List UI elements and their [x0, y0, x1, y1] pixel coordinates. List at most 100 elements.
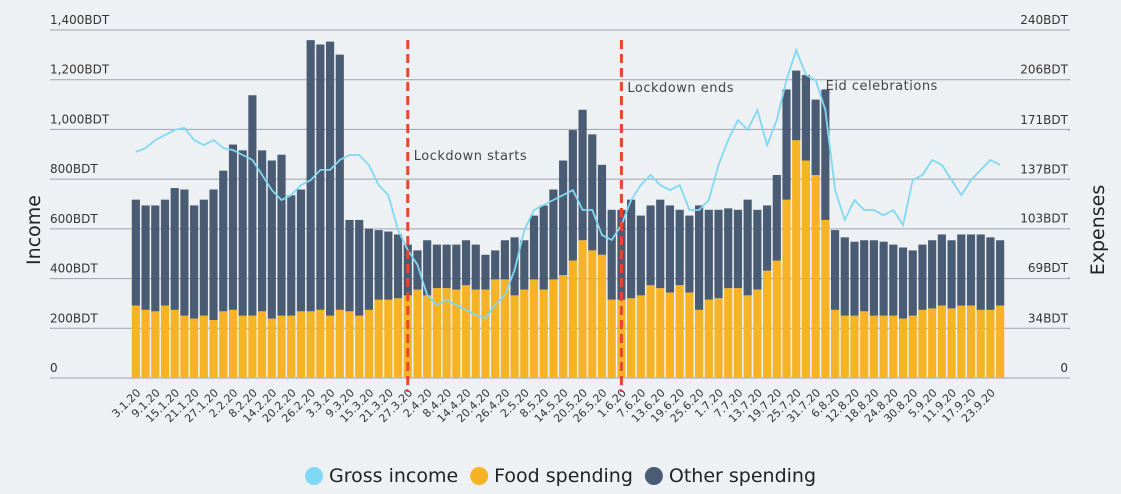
bar [238, 315, 247, 378]
bar [928, 308, 937, 378]
bar [976, 309, 985, 378]
bar [966, 234, 976, 306]
bar [413, 250, 422, 290]
bar [219, 311, 228, 378]
bar [996, 305, 1005, 378]
bar [423, 295, 432, 378]
bar [607, 299, 616, 378]
bar [724, 288, 733, 378]
bar [393, 298, 403, 378]
bar [520, 289, 529, 378]
bar [296, 311, 306, 378]
legend-marker [470, 467, 489, 485]
bar [529, 279, 539, 378]
bar [801, 74, 811, 161]
bar [695, 309, 704, 378]
bar [461, 285, 471, 378]
bar [452, 244, 461, 290]
bar [500, 240, 509, 280]
bar [423, 240, 432, 296]
bar [996, 240, 1005, 306]
bar [869, 240, 878, 316]
bar [821, 89, 830, 220]
bar [772, 175, 781, 261]
bar [860, 240, 869, 312]
bar [160, 305, 170, 378]
bar [704, 209, 713, 300]
bar [743, 295, 752, 378]
bar [131, 199, 140, 306]
y-tick-label: 0 [50, 361, 58, 375]
y-tick-label: 600BDT [50, 212, 98, 226]
bar [180, 315, 189, 378]
bar [160, 199, 170, 306]
bar [568, 130, 577, 261]
bar [840, 315, 849, 378]
line [135, 47, 1001, 320]
bar [743, 199, 752, 296]
y-tick-label: 400BDT [50, 262, 98, 276]
bar [277, 154, 286, 316]
bar [908, 315, 917, 378]
bar [228, 309, 238, 378]
bar [442, 244, 451, 289]
bar [180, 189, 189, 316]
y-tick-label: 1,000BDT [50, 112, 110, 126]
bar [131, 305, 140, 378]
y2-tick-label: 34BDT [1028, 312, 1069, 326]
bar [141, 205, 150, 310]
bar [918, 244, 927, 310]
bar [287, 195, 296, 316]
bar [151, 205, 160, 312]
bar [296, 189, 306, 312]
bar [471, 289, 480, 378]
bar [287, 315, 296, 378]
bar [442, 288, 451, 378]
y2-tick-label: 69BDT [1028, 261, 1069, 275]
y-tick-label: 1,200BDT [50, 63, 110, 77]
bar [714, 298, 723, 378]
bar [704, 299, 713, 378]
bar [393, 234, 403, 299]
bar [908, 250, 917, 316]
bar [937, 234, 946, 306]
y2-tick-label: 0 [1060, 361, 1068, 375]
bar [675, 285, 684, 378]
y-axis-title: Income [23, 195, 45, 265]
bar [529, 215, 539, 280]
bar [811, 175, 820, 378]
bar [947, 308, 956, 378]
y2-axis-title: Expenses [1087, 185, 1109, 276]
bar [772, 260, 781, 378]
bar [374, 299, 383, 378]
bar [597, 254, 607, 378]
bar [588, 250, 597, 378]
annotation: Lockdown starts [414, 149, 527, 164]
bar [539, 205, 548, 290]
bar [879, 315, 888, 378]
bar [510, 295, 519, 378]
bar [471, 244, 480, 290]
bar [801, 160, 811, 378]
y2-tick-label: 240BDT [1020, 13, 1068, 27]
bar [432, 288, 441, 378]
bar [141, 309, 150, 378]
bar [898, 247, 908, 319]
bar [170, 309, 179, 378]
bar [928, 240, 937, 309]
bar [209, 189, 218, 320]
bar [384, 299, 393, 378]
bar [918, 309, 927, 378]
bar [559, 275, 568, 378]
bar [986, 309, 995, 378]
y2-tick-label: 103BDT [1020, 212, 1068, 226]
bar [267, 160, 276, 319]
bar [335, 309, 344, 378]
bar [665, 292, 675, 378]
bar [325, 315, 335, 378]
y-tick-label: 200BDT [50, 311, 98, 325]
legend: Gross income Food spending Other spending [304, 465, 816, 487]
bar [520, 240, 529, 290]
bar [695, 205, 704, 310]
